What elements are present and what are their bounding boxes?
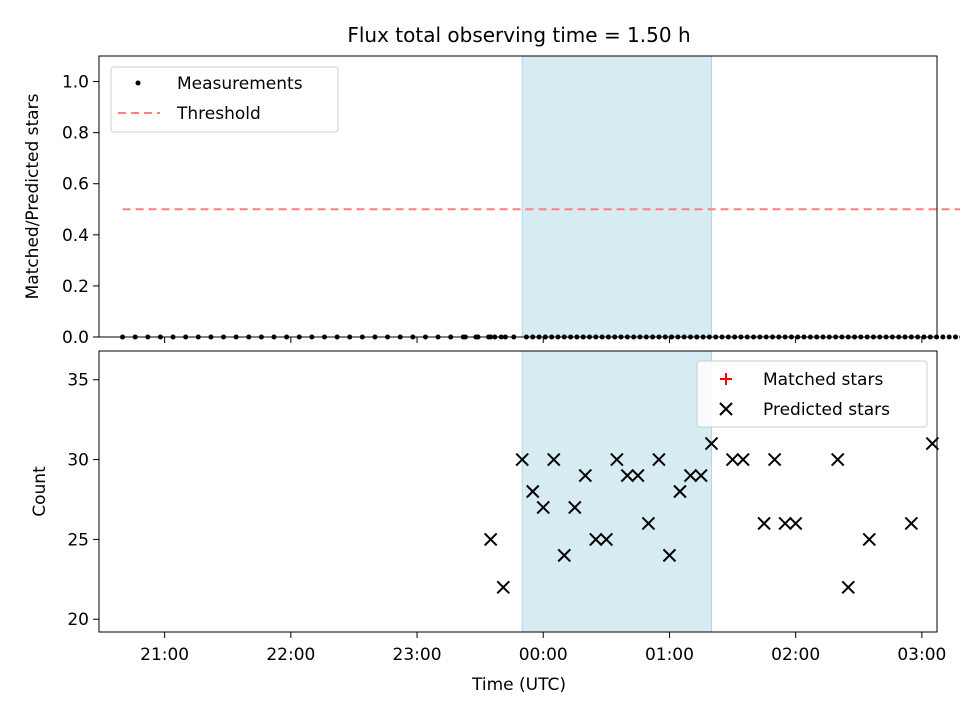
y-tick-label: 25 <box>67 530 89 550</box>
predicted-star-point <box>536 500 550 515</box>
legend-measurements-label: Measurements <box>177 74 303 94</box>
legend-measurements-swatch <box>135 80 141 86</box>
predicted-star-point <box>767 452 782 467</box>
x-tick-label: 00:00 <box>519 645 568 665</box>
predicted-star-point <box>736 452 750 467</box>
x-tick-label: 22:00 <box>266 645 315 665</box>
x-tick-label: 01:00 <box>645 645 694 665</box>
y-tick-label: 35 <box>67 371 89 391</box>
top-x-ticks <box>164 337 923 343</box>
x-tick-label: 21:00 <box>140 645 189 665</box>
bottom-y-ticks: 20 25 30 35 <box>67 371 99 630</box>
legend-matched-swatch <box>720 373 732 385</box>
measurement-point <box>940 334 946 340</box>
predicted-star-point <box>694 468 708 483</box>
measurement-point <box>953 334 959 340</box>
y-tick-label: 0.6 <box>62 175 89 195</box>
x-tick-label: 02:00 <box>771 645 820 665</box>
predicted-star-point <box>568 500 582 515</box>
y-tick-label: 0.4 <box>62 226 89 246</box>
predicted-star-point <box>683 468 698 483</box>
bottom-legend: Matched stars Predicted stars <box>696 360 928 428</box>
top-panel: 0.0 0.2 0.4 0.6 0.8 1.0 Matched/Predicted sta… <box>23 55 960 348</box>
predicted-star-point <box>841 580 855 595</box>
y-tick-label: 30 <box>67 451 89 471</box>
predicted-star-point <box>652 452 666 467</box>
predicted-star-point <box>757 516 771 531</box>
predicted-star-point <box>578 468 593 483</box>
top-observing-window <box>521 55 713 338</box>
y-tick-label: 0.2 <box>62 277 89 297</box>
predicted-star-point <box>496 580 510 595</box>
x-tick-label: 23:00 <box>393 645 442 665</box>
predicted-star-point <box>641 516 656 531</box>
predicted-star-point <box>599 532 614 547</box>
bottom-y-axis-label: Count <box>30 466 50 517</box>
predicted-star-point <box>788 516 803 531</box>
predicted-star-point <box>778 516 792 531</box>
measurement-point <box>946 334 952 340</box>
predicted-star-point <box>662 548 677 563</box>
y-tick-label: 20 <box>67 610 89 630</box>
legend-threshold-label: Threshold <box>176 104 261 124</box>
y-tick-label: 0.0 <box>62 328 89 348</box>
legend-predicted-label: Predicted stars <box>763 400 890 420</box>
top-y-axis-label: Matched/Predicted stars <box>23 93 43 299</box>
predicted-star-points <box>483 436 940 595</box>
predicted-star-point <box>862 532 876 547</box>
predicted-star-point <box>526 484 540 499</box>
top-axes-frame <box>98 55 938 338</box>
predicted-star-point <box>831 452 845 467</box>
predicted-star-point <box>557 548 571 563</box>
legend-matched-label: Matched stars <box>763 370 883 390</box>
y-tick-label: 1.0 <box>62 73 89 93</box>
bottom-axes-frame <box>98 350 938 633</box>
y-tick-label: 0.8 <box>62 124 89 144</box>
predicted-star-point <box>673 484 687 499</box>
x-tick-label: 03:00 <box>897 645 946 665</box>
predicted-star-point <box>483 532 498 547</box>
bottom-legend-box <box>696 360 928 428</box>
bottom-x-ticks: 21:00 22:00 23:00 00:00 01:00 02:00 03:00 <box>140 632 946 665</box>
legend-predicted-swatch <box>719 402 733 416</box>
bottom-panel: 20 25 30 35 21:00 22:00 23:00 00:00 01:00 02:00 0… <box>30 350 946 695</box>
predicted-star-point <box>725 452 740 467</box>
predicted-star-point <box>515 452 529 467</box>
predicted-star-point <box>704 436 719 451</box>
predicted-star-point <box>589 532 603 547</box>
top-legend: Measurements Threshold <box>110 66 339 133</box>
bottom-observing-window <box>521 350 713 633</box>
figure-title: Flux total observing time = 1.50 h <box>347 23 690 47</box>
predicted-star-point <box>925 436 940 451</box>
predicted-star-point <box>904 516 919 531</box>
predicted-star-point <box>610 452 624 467</box>
x-axis-label: Time (UTC) <box>471 675 566 695</box>
top-y-ticks: 0.0 0.2 0.4 0.6 0.8 1.0 <box>62 73 99 348</box>
predicted-star-point <box>547 452 561 467</box>
top-legend-box <box>110 66 339 133</box>
predicted-star-point <box>631 468 645 483</box>
predicted-star-point <box>620 468 635 483</box>
